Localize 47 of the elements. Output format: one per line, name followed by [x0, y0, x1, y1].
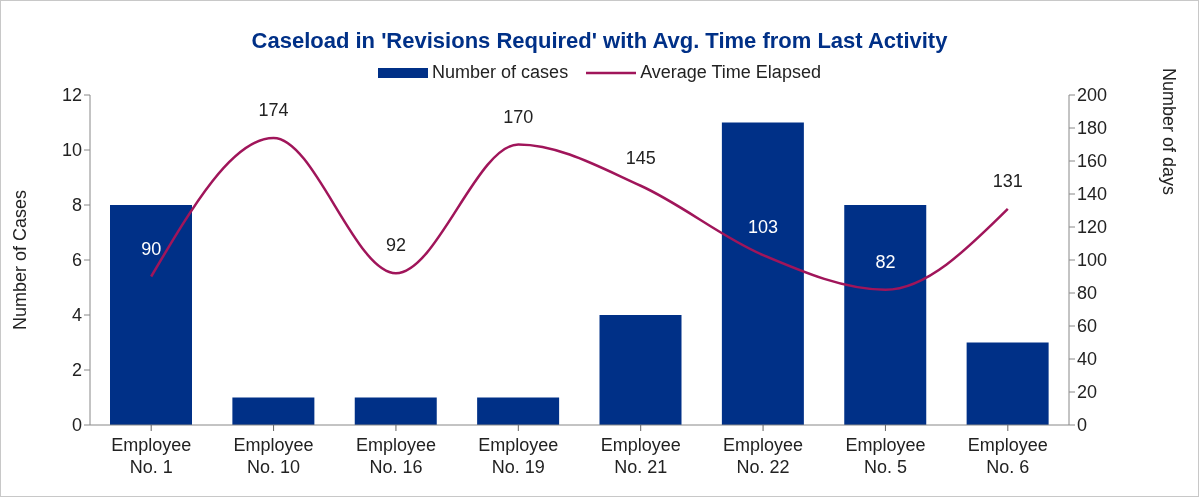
x-tick-label: Employee No. 5	[845, 435, 926, 477]
y2-tick-label: 20	[1077, 382, 1098, 403]
data-label: 92	[385, 235, 406, 256]
data-label: 174	[258, 99, 289, 120]
y-tick-label: 6	[71, 250, 82, 271]
bar	[844, 205, 927, 425]
bar	[721, 122, 804, 425]
y2-tick-label: 40	[1077, 349, 1098, 370]
chart-title: Caseload in 'Revisions Required' with Avg. Time from Last Activity	[250, 28, 949, 54]
x-tick-label: Employee No. 10	[233, 435, 314, 477]
legend-label: Number of cases	[432, 62, 569, 83]
x-tick-label: Employee No. 16	[355, 435, 436, 477]
bar	[477, 397, 560, 425]
y2-axis-title: Number of days	[1158, 67, 1179, 195]
y-axis-title: Number of Cases	[10, 189, 31, 330]
bar	[110, 205, 192, 425]
y2-tick-label: 80	[1077, 283, 1098, 304]
x-tick-label: Employee No. 22	[723, 435, 804, 477]
y-tick-label: 8	[71, 195, 82, 216]
y2-tick-label: 140	[1077, 184, 1108, 205]
y-tick-label: 4	[71, 305, 82, 326]
y2-tick-label: 100	[1077, 250, 1108, 271]
y2-tick-label: 160	[1077, 151, 1108, 172]
y2-tick-label: 120	[1077, 217, 1108, 238]
data-label: 170	[503, 106, 534, 127]
x-tick-label: Employee No. 21	[600, 435, 681, 477]
data-label: 145	[625, 147, 656, 168]
data-label: 90	[141, 238, 162, 259]
y2-tick-label: 180	[1077, 118, 1108, 139]
y2-tick-label: 200	[1077, 85, 1108, 106]
data-label: 103	[748, 217, 779, 238]
y-tick-label: 12	[61, 85, 82, 106]
x-tick-label: Employee No. 6	[967, 435, 1048, 477]
bar	[232, 397, 315, 425]
y-tick-label: 10	[61, 140, 82, 161]
legend-label: Average Time Elapsed	[640, 62, 821, 83]
y2-tick-label: 60	[1077, 316, 1098, 337]
bar	[354, 397, 437, 425]
y-tick-label: 0	[71, 415, 82, 436]
bar	[966, 342, 1049, 425]
bar	[599, 315, 682, 425]
data-label: 131	[992, 170, 1023, 191]
x-tick-label: Employee No. 19	[478, 435, 559, 477]
x-tick-label: Employee No. 1	[111, 435, 192, 477]
y-tick-label: 2	[71, 360, 82, 381]
y2-tick-label: 0	[1077, 415, 1088, 436]
data-label: 82	[875, 251, 896, 272]
